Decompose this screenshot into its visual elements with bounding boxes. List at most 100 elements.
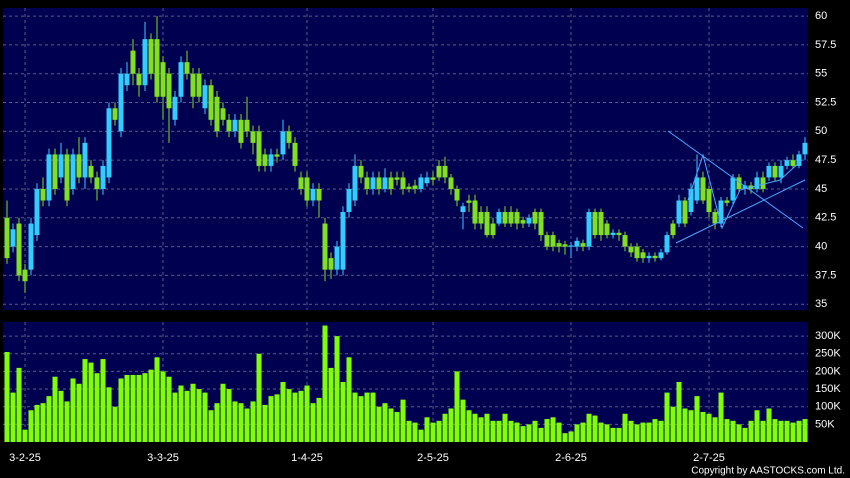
candle-body	[562, 244, 568, 247]
volume-bar	[130, 374, 136, 442]
volume-bar	[124, 374, 130, 442]
candle-body	[742, 185, 748, 189]
y-tick-label: 150K	[815, 383, 841, 395]
candle-body	[100, 165, 106, 189]
candle-body	[244, 119, 250, 132]
candle-body	[352, 165, 358, 201]
candle-body	[430, 177, 436, 180]
volume-bar	[106, 387, 112, 442]
volume-bar	[550, 417, 556, 442]
candle-body	[766, 165, 772, 178]
volume-bar	[706, 413, 712, 442]
volume-bar	[370, 392, 376, 442]
candle-body	[250, 131, 256, 143]
volume-bar	[670, 406, 676, 442]
volume-bar	[496, 420, 502, 442]
candle-body	[694, 177, 700, 201]
candle-body	[70, 154, 76, 189]
volume-bar	[70, 378, 76, 442]
candle-body	[190, 73, 196, 97]
volume-bar	[598, 422, 604, 442]
volume-bar	[778, 420, 784, 442]
volume-bar	[802, 419, 808, 442]
candle-body	[724, 200, 730, 203]
volume-bar	[580, 422, 586, 442]
volume-bar	[364, 392, 370, 442]
volume-bar	[484, 413, 490, 442]
candle-body	[418, 177, 424, 189]
volume-bar	[310, 403, 316, 442]
volume-bar	[340, 382, 346, 442]
volume-bar	[640, 422, 646, 442]
candle-body	[268, 154, 274, 166]
volume-bar	[568, 431, 574, 442]
candle-body	[790, 160, 796, 166]
candle-body	[40, 188, 46, 201]
candle-body	[406, 186, 412, 189]
candle-body	[382, 177, 388, 189]
candle-body	[622, 235, 628, 247]
candle-body	[598, 212, 604, 236]
candle-body	[178, 62, 184, 97]
volume-bar	[592, 415, 598, 442]
volume-bar	[82, 359, 88, 442]
x-tick-label: 3-2-25	[9, 452, 41, 464]
volume-bar	[538, 427, 544, 442]
volume-bar	[154, 357, 160, 442]
x-tick-label: 2-6-25	[555, 452, 587, 464]
candle-body	[118, 73, 124, 132]
volume-bar	[616, 427, 622, 442]
volume-bar	[394, 412, 400, 442]
volume-bar	[244, 408, 250, 442]
candle-body	[208, 85, 214, 120]
volume-bar	[478, 417, 484, 442]
y-tick-label: 50K	[815, 418, 835, 430]
x-tick-label: 1-4-25	[291, 452, 323, 464]
candle-body	[76, 154, 82, 178]
candle-body	[640, 252, 646, 259]
candle-body	[286, 131, 292, 143]
y-tick-label: 47.5	[815, 154, 836, 166]
candle-body	[538, 212, 544, 236]
candle-body	[4, 217, 10, 259]
candle-body	[556, 243, 562, 247]
candle-body	[28, 223, 34, 270]
candle-body	[316, 188, 322, 201]
volume-bar	[436, 420, 442, 442]
candle-body	[586, 212, 592, 247]
candle-body	[772, 165, 778, 178]
volume-bar	[472, 413, 478, 442]
candle-body	[652, 255, 658, 259]
candle-body	[718, 200, 724, 224]
volume-bar	[208, 410, 214, 442]
y-tick-label: 52.5	[815, 96, 836, 108]
y-tick-label: 50	[815, 125, 827, 137]
x-tick-label: 2-7-25	[693, 452, 725, 464]
volume-bar	[52, 376, 58, 442]
y-tick-label: 200K	[815, 365, 841, 377]
volume-bar	[76, 383, 82, 442]
volume-bar	[796, 420, 802, 442]
volume-bar	[412, 422, 418, 442]
volume-bar	[40, 403, 46, 442]
volume-bar	[178, 385, 184, 442]
candle-body	[292, 142, 298, 166]
volume-bar	[556, 422, 562, 442]
volume-bar	[298, 390, 304, 442]
candle-body	[676, 200, 682, 224]
candle-body	[730, 177, 736, 201]
volume-bar	[442, 413, 448, 442]
candle-body	[454, 188, 460, 201]
candle-body	[334, 246, 340, 270]
candle-body	[568, 245, 574, 247]
volume-bar	[322, 325, 328, 442]
candle-body	[448, 177, 454, 189]
volume-bar	[4, 352, 10, 442]
candle-body	[664, 235, 670, 253]
volume-bar	[490, 420, 496, 442]
volume-bar	[352, 392, 358, 442]
candle-body	[628, 246, 634, 253]
candle-body	[136, 73, 142, 86]
volume-bar	[658, 420, 664, 442]
candle-body	[130, 50, 136, 74]
